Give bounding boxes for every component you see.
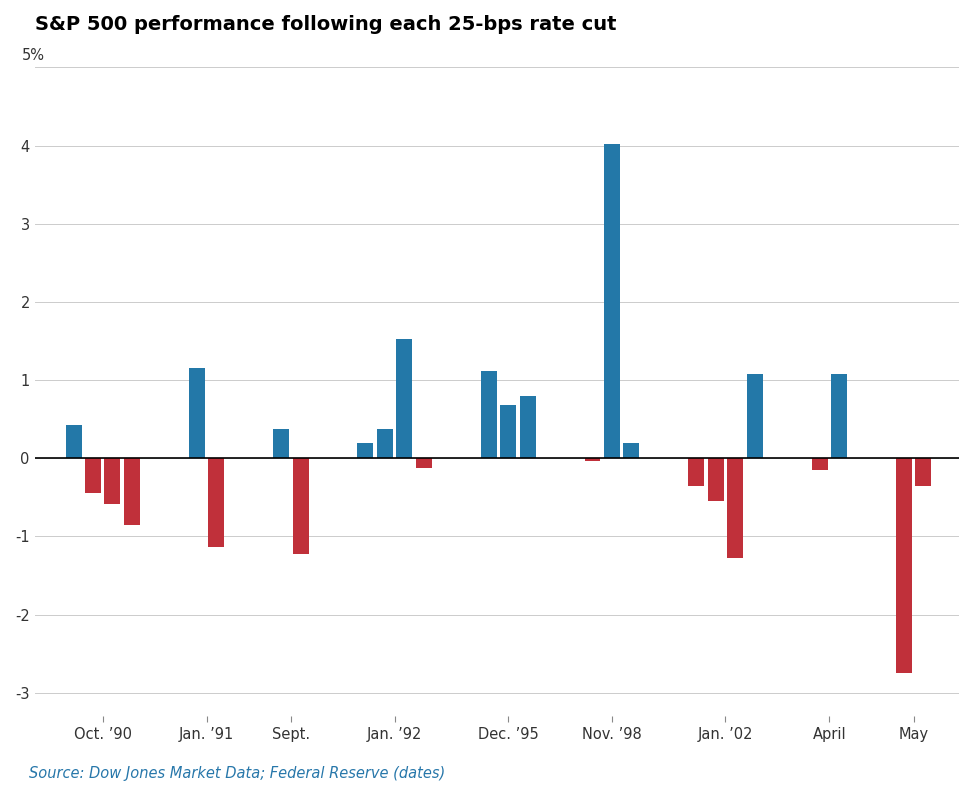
Bar (396, 339, 412, 458)
Bar (708, 458, 724, 501)
Bar (273, 429, 289, 458)
Bar (377, 428, 393, 458)
Text: S&P 500 performance following each 25-bps rate cut: S&P 500 performance following each 25-bp… (35, 15, 617, 34)
Bar (831, 374, 847, 458)
Bar (604, 144, 619, 458)
Bar (357, 443, 373, 458)
Bar (916, 458, 931, 486)
Bar (896, 458, 912, 673)
Bar (584, 458, 600, 462)
Bar (85, 458, 101, 493)
Bar (689, 458, 704, 486)
Bar (104, 458, 121, 503)
Bar (292, 458, 309, 554)
Bar (189, 368, 205, 458)
Text: Source: Dow Jones Market Data; Federal Reserve (dates): Source: Dow Jones Market Data; Federal R… (29, 766, 445, 781)
Bar (623, 443, 639, 458)
Bar (520, 396, 536, 458)
Bar (481, 371, 497, 458)
Bar (811, 458, 828, 470)
Bar (747, 374, 763, 458)
Bar (208, 458, 224, 547)
Bar (416, 458, 431, 469)
Bar (65, 425, 82, 458)
Bar (124, 458, 140, 525)
Bar (728, 458, 743, 559)
Bar (501, 405, 516, 458)
Text: 5%: 5% (22, 48, 45, 63)
